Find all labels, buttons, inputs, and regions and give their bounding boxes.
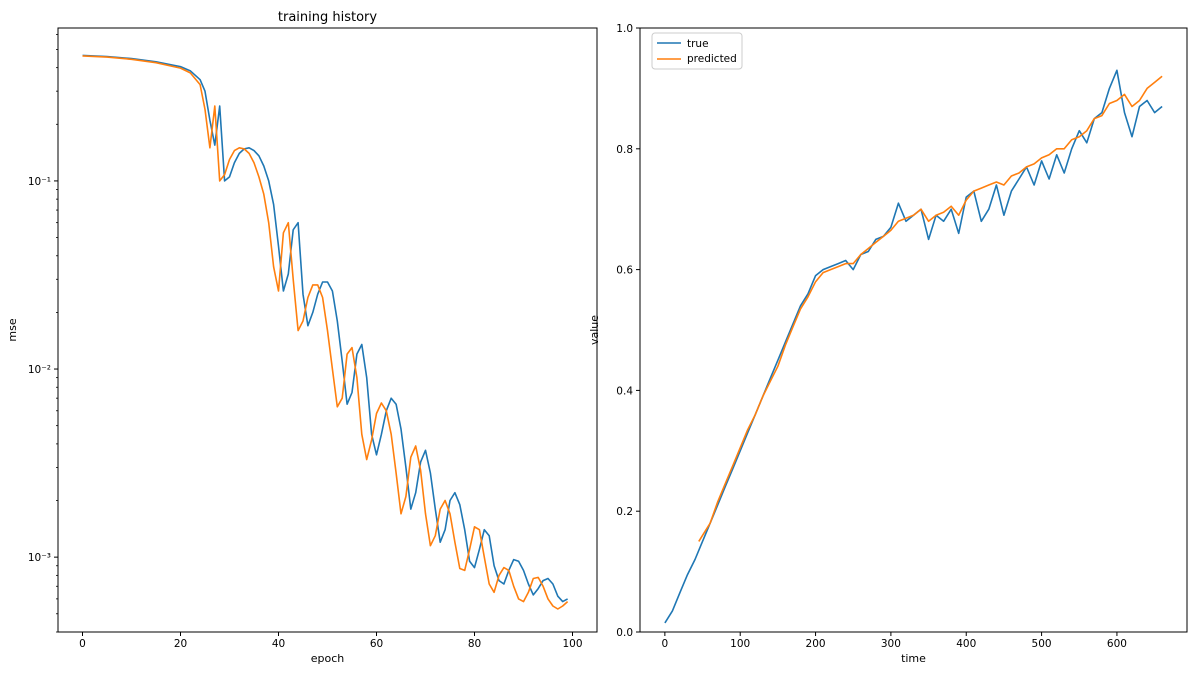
chart-title: training history [278, 10, 378, 25]
y-tick-label: 10⁻¹ [28, 176, 51, 188]
x-tick-label: 200 [806, 638, 826, 650]
y-tick-label: 0.4 [616, 385, 633, 397]
x-tick-label: 80 [468, 638, 481, 650]
y-tick-label: 0.6 [616, 265, 633, 277]
training-series-layer [82, 54, 569, 610]
x-axis-label: epoch [311, 652, 345, 665]
training-axes-frame [57, 27, 598, 633]
training-ticks-layer: 0 20 40 60 80 100 10⁻³ 10⁻² 10⁻¹ [28, 34, 583, 650]
x-tick-label: 500 [1032, 638, 1052, 650]
series-line-predicted [82, 55, 569, 610]
x-tick-label: 300 [881, 638, 901, 650]
prediction-ticks-layer: 0 100 200 300 400 500 600 0.0 0.2 0.4 0.6 0.8 1.0 [616, 23, 1127, 650]
prediction-axes-frame [639, 27, 1188, 633]
y-tick-label: 10⁻² [28, 364, 51, 376]
x-tick-label: 40 [272, 638, 285, 650]
legend-box [651, 32, 743, 70]
legend-label-predicted: predicted [687, 53, 737, 65]
legend: true predicted [651, 32, 743, 70]
x-tick-label: 100 [562, 638, 582, 650]
x-tick-label: 0 [662, 638, 669, 650]
legend-label-true: true [687, 38, 709, 50]
series-line-true [82, 54, 568, 603]
y-tick-label: 0.0 [616, 627, 633, 639]
x-tick-label: 600 [1107, 638, 1127, 650]
x-tick-label: 400 [956, 638, 976, 650]
prediction-series-layer [664, 69, 1163, 624]
y-axis-label: mse [6, 318, 19, 341]
x-tick-label: 20 [174, 638, 187, 650]
y-tick-label: 0.2 [616, 506, 633, 518]
y-axis-label: value [588, 315, 601, 345]
y-tick-label: 10⁻³ [28, 552, 51, 564]
y-tick-label: 1.0 [616, 23, 633, 35]
training-history-chart: 0 20 40 60 80 100 10⁻³ 10⁻² 10⁻¹ training histor… [6, 10, 598, 665]
x-tick-label: 60 [370, 638, 383, 650]
x-tick-label: 0 [79, 638, 86, 650]
x-axis-label: time [901, 652, 926, 665]
x-tick-label: 100 [730, 638, 750, 650]
series-line-predicted [698, 75, 1163, 542]
prediction-chart: 0 100 200 300 400 500 600 0.0 0.2 0.4 0.6 0.8 1.0 ti… [588, 23, 1188, 665]
y-tick-label: 0.8 [616, 144, 633, 156]
